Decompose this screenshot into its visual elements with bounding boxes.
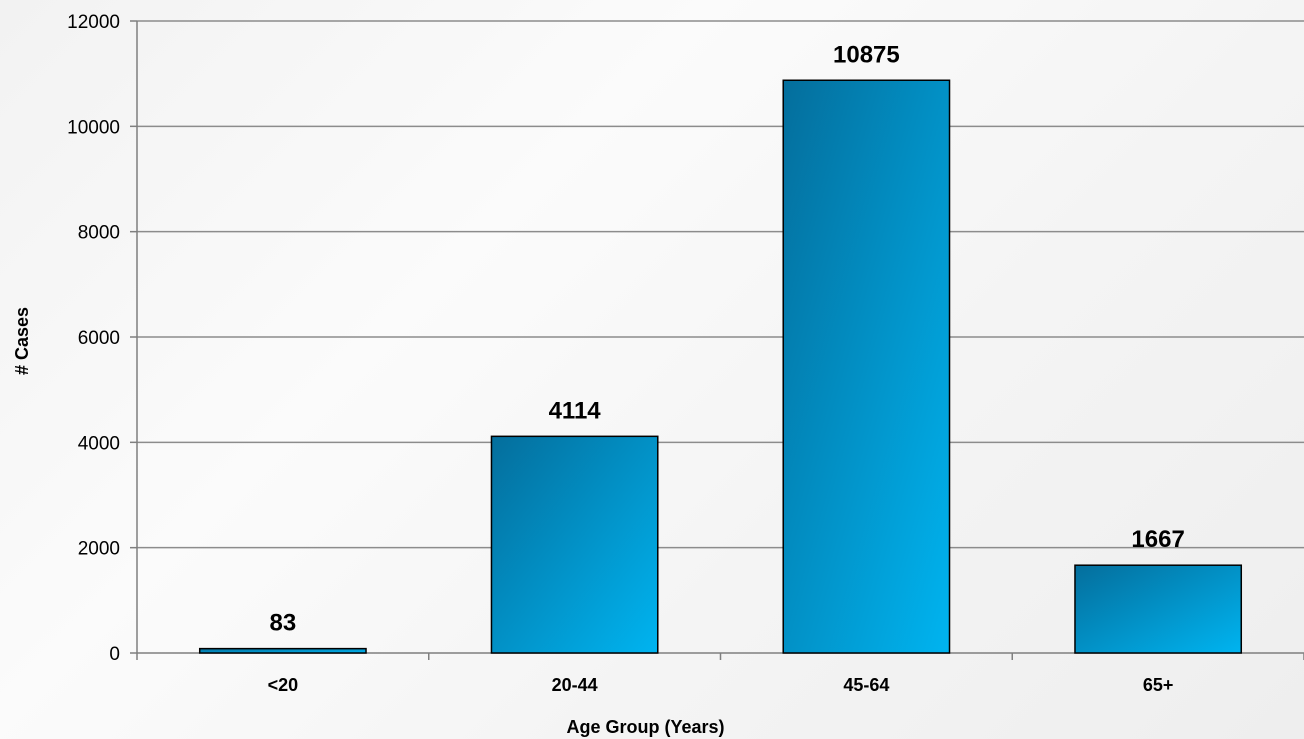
x-tick-label: 65+ <box>1143 675 1174 695</box>
bar-65- <box>1074 564 1243 654</box>
y-axis-title: # Cases <box>12 307 32 375</box>
data-label: 1667 <box>1131 526 1184 553</box>
y-tick-label: 10000 <box>67 117 120 138</box>
data-label: 10875 <box>833 41 900 68</box>
bar--20 <box>198 647 367 654</box>
bars <box>198 79 1243 654</box>
y-tick-label: 12000 <box>67 12 120 33</box>
x-tick-label: <20 <box>268 675 299 695</box>
data-label: 83 <box>270 610 297 637</box>
axes <box>130 20 1304 660</box>
data-label: 4114 <box>549 397 602 424</box>
x-axis-title: Age Group (Years) <box>566 717 724 737</box>
y-tick-label: 2000 <box>78 539 120 560</box>
y-tick-label: 0 <box>109 644 120 665</box>
y-tick-label: 6000 <box>78 328 120 349</box>
y-tick-label: 8000 <box>78 223 120 244</box>
labels: 0 2000 4000 6000 8000 10000 12000 83 <20 4114 20-4… <box>67 12 1185 695</box>
x-tick-label: 20-44 <box>552 675 598 695</box>
y-tick-label: 4000 <box>78 433 120 454</box>
gridlines <box>137 20 1304 549</box>
x-tick-label: 45-64 <box>843 675 889 695</box>
bar-45-64 <box>782 79 951 654</box>
bar-20-44 <box>490 435 659 654</box>
